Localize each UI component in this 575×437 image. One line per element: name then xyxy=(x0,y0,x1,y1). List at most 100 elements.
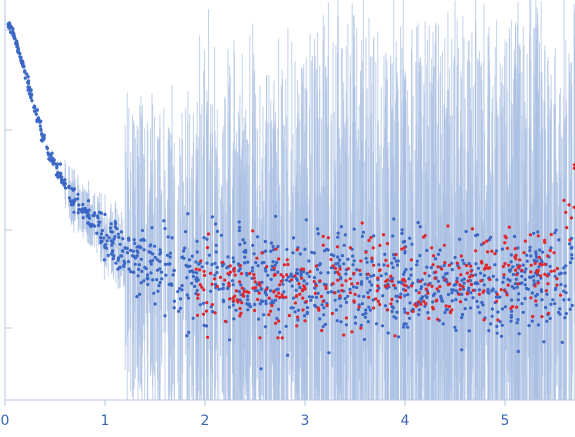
data-point xyxy=(16,47,21,51)
data-point xyxy=(490,307,494,311)
excluded-point xyxy=(325,303,329,308)
data-point xyxy=(415,263,419,267)
excluded-point xyxy=(459,254,463,258)
excluded-point xyxy=(276,336,280,340)
data-point xyxy=(487,291,491,295)
data-point xyxy=(260,280,264,284)
data-point xyxy=(415,259,419,263)
data-point xyxy=(109,222,113,226)
data-point xyxy=(394,294,398,298)
data-point xyxy=(237,269,241,273)
data-point xyxy=(370,260,374,264)
data-point xyxy=(106,253,110,258)
data-point xyxy=(293,310,297,314)
data-point xyxy=(532,279,536,283)
data-point xyxy=(251,243,255,247)
data-point xyxy=(563,271,567,275)
excluded-point xyxy=(390,297,394,302)
data-point xyxy=(144,267,148,271)
data-point xyxy=(383,304,387,308)
excluded-point xyxy=(398,295,403,299)
data-point xyxy=(372,273,376,277)
excluded-point xyxy=(303,319,307,323)
data-point xyxy=(520,302,524,306)
excluded-point xyxy=(514,268,518,272)
excluded-point xyxy=(568,238,572,242)
data-point xyxy=(217,287,221,291)
excluded-point xyxy=(544,289,549,293)
excluded-point xyxy=(540,263,544,267)
excluded-point xyxy=(422,235,426,239)
data-point xyxy=(426,311,430,315)
data-point xyxy=(460,348,464,352)
data-point xyxy=(495,324,499,328)
data-point xyxy=(137,267,141,271)
data-point xyxy=(326,271,330,275)
data-point xyxy=(269,277,273,281)
data-point xyxy=(529,275,533,279)
data-point xyxy=(57,174,61,178)
excluded-point xyxy=(555,266,560,271)
data-point xyxy=(294,288,298,292)
data-point xyxy=(467,262,471,266)
excluded-point xyxy=(440,267,444,271)
data-point xyxy=(116,267,120,271)
excluded-point xyxy=(372,263,376,267)
data-point xyxy=(557,272,562,276)
data-point xyxy=(231,256,235,260)
excluded-point xyxy=(457,266,461,270)
excluded-point xyxy=(501,264,505,269)
data-point xyxy=(80,210,84,214)
excluded-point xyxy=(431,305,435,309)
data-point xyxy=(450,261,454,265)
excluded-point xyxy=(285,273,289,277)
data-point xyxy=(320,303,324,307)
data-point xyxy=(250,266,255,270)
data-point xyxy=(129,270,133,274)
excluded-point xyxy=(241,294,246,298)
data-point xyxy=(326,248,330,252)
data-point xyxy=(530,291,535,295)
data-point xyxy=(364,311,368,315)
data-point xyxy=(290,284,294,288)
data-point xyxy=(263,239,267,244)
data-point xyxy=(523,296,527,301)
excluded-point xyxy=(469,269,473,273)
data-point xyxy=(195,271,199,275)
x-tick-label: 2 xyxy=(201,413,210,429)
excluded-point xyxy=(447,263,451,267)
data-point xyxy=(348,287,352,291)
data-point xyxy=(262,313,266,317)
data-point xyxy=(536,323,541,327)
excluded-point xyxy=(234,289,238,293)
data-point xyxy=(121,237,125,241)
excluded-point xyxy=(321,243,325,247)
data-point xyxy=(150,226,154,230)
data-point xyxy=(562,289,566,293)
data-point xyxy=(20,61,24,65)
data-point xyxy=(81,202,85,207)
data-point xyxy=(263,325,268,329)
data-point xyxy=(315,267,319,271)
excluded-point xyxy=(210,303,214,307)
excluded-point xyxy=(529,263,533,267)
data-point xyxy=(450,291,454,295)
data-point xyxy=(78,208,82,212)
data-point xyxy=(406,293,410,297)
data-point xyxy=(85,214,89,218)
data-point xyxy=(307,259,311,263)
data-point xyxy=(408,301,412,305)
excluded-point xyxy=(495,292,499,296)
data-point xyxy=(188,258,192,262)
excluded-point xyxy=(360,221,364,225)
data-point xyxy=(275,316,279,321)
excluded-point xyxy=(255,256,259,260)
data-point xyxy=(71,201,76,205)
excluded-point xyxy=(393,334,397,338)
data-point xyxy=(343,233,347,237)
data-point xyxy=(338,258,342,262)
data-point xyxy=(238,298,242,302)
excluded-point xyxy=(285,258,289,262)
data-point xyxy=(243,261,247,265)
